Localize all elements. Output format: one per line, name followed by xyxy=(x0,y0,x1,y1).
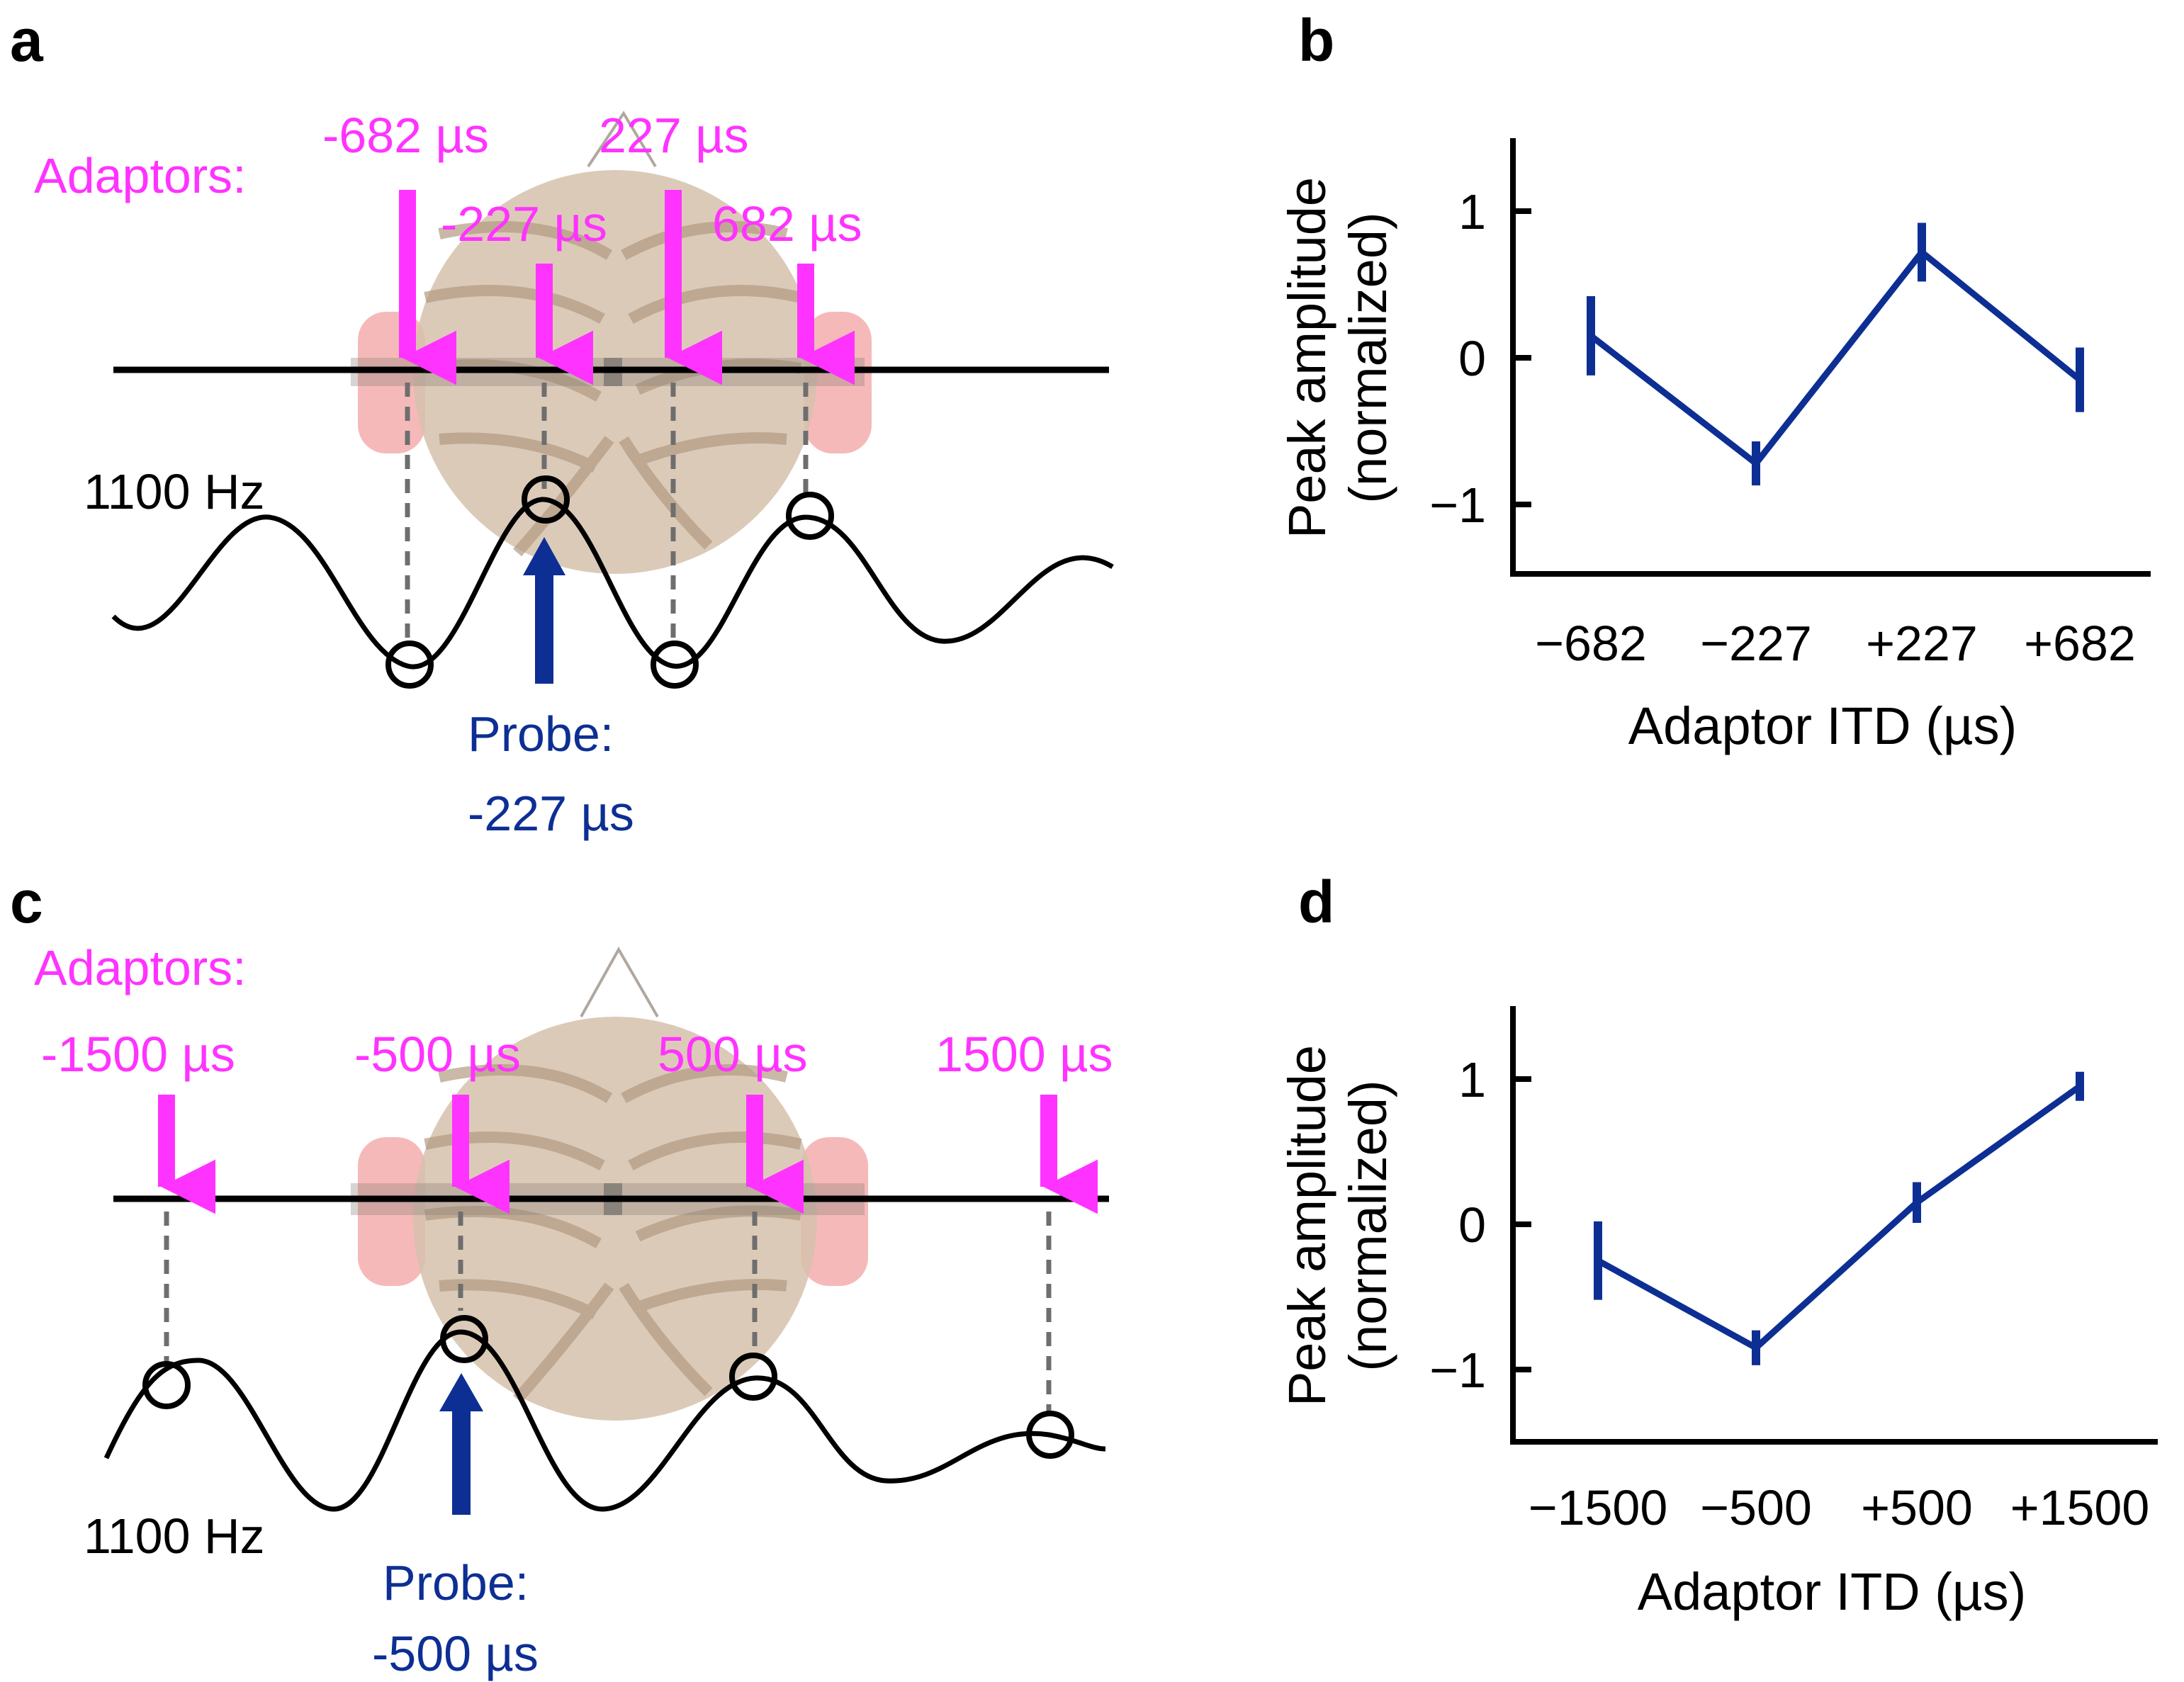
data-point xyxy=(1596,1258,1600,1263)
sample-circle xyxy=(786,492,834,540)
y-axis-label-line-1: Peak amplitude xyxy=(1278,177,1336,538)
x-tick-label: −1500 xyxy=(1529,1480,1668,1535)
y-axis-label: Peak amplitude (normalized) xyxy=(1278,177,1397,538)
sample-circle xyxy=(440,1315,488,1363)
y-ticks: 1 0 −1 xyxy=(1429,184,1531,533)
adaptor-arrows-c xyxy=(158,1095,1098,1214)
sample-circle xyxy=(1026,1411,1074,1459)
panel-a: a xyxy=(10,7,1114,841)
x-tick-label: +500 xyxy=(1861,1480,1973,1535)
y-axis-label-line-1: Peak amplitude xyxy=(1278,1045,1336,1406)
y-tick-label: 1 xyxy=(1458,1052,1486,1107)
data-point xyxy=(2078,378,2082,383)
x-axis-label: Adaptor ITD (µs) xyxy=(1628,696,2017,755)
probe-arrow-shaft-icon xyxy=(535,574,553,684)
x-ticks: −682 −227 +227 +682 xyxy=(1535,616,2136,671)
x-axis-label: Adaptor ITD (µs) xyxy=(1638,1562,2026,1621)
frequency-waveform-a xyxy=(111,497,1114,670)
x-tick-label: −682 xyxy=(1535,616,1647,671)
dashed-guides-a xyxy=(405,383,809,645)
head-illustration-c xyxy=(351,946,868,1421)
probe-arrow-shaft-icon xyxy=(452,1410,471,1515)
sample-circle xyxy=(142,1361,191,1409)
sample-circle xyxy=(522,475,570,524)
data-point xyxy=(1754,1345,1758,1350)
chart-b: 1 0 −1 −682 −227 +227 +682 Adaptor ITD (µs) P… xyxy=(1278,138,2151,755)
y-tick-label: 0 xyxy=(1458,1197,1486,1253)
probe-arrow-head-icon xyxy=(523,537,565,575)
x-tick-label: +682 xyxy=(2024,616,2136,671)
adaptor-label: -227 µs xyxy=(441,196,607,252)
left-ear-icon xyxy=(358,1137,425,1286)
x-tick-label: −227 xyxy=(1700,616,1812,671)
y-tick-label: −1 xyxy=(1429,478,1486,533)
panel-b: b 1 0 −1 −682 −227 +227 +682 Adaptor ITD (µs)… xyxy=(1278,7,2151,755)
adaptor-label: 1500 µs xyxy=(935,1027,1113,1082)
y-ticks: 1 0 −1 xyxy=(1429,1052,1531,1398)
series-group xyxy=(1594,1071,2084,1365)
right-ear-icon xyxy=(801,1137,868,1286)
x-ticks: −1500 −500 +500 +1500 xyxy=(1529,1480,2150,1535)
sample-circles-a xyxy=(385,475,834,689)
frequency-label-a: 1100 Hz xyxy=(84,464,265,519)
data-point xyxy=(1915,1200,1919,1205)
panel-letter-d: d xyxy=(1298,869,1334,935)
adaptor-label: -682 µs xyxy=(322,108,489,163)
dashed-guides-c xyxy=(164,1212,1052,1413)
x-tick-label: −500 xyxy=(1700,1480,1812,1535)
chart-d: 1 0 −1 −1500 −500 +500 +1500 Adaptor ITD (µs)… xyxy=(1278,1006,2158,1621)
y-tick-label: 1 xyxy=(1458,184,1486,239)
head-icon xyxy=(413,1017,817,1421)
x-tick-label: +1500 xyxy=(2010,1480,2150,1535)
series-group xyxy=(1587,222,2084,486)
data-point xyxy=(1920,249,1924,254)
adaptor-label: -1500 µs xyxy=(41,1027,235,1082)
y-tick-label: −1 xyxy=(1429,1343,1486,1398)
probe-value-a: -227 µs xyxy=(468,786,634,841)
y-tick-label: 0 xyxy=(1458,331,1486,386)
nose-icon xyxy=(587,111,657,168)
adaptor-label: 682 µs xyxy=(712,196,862,252)
adaptor-label: 227 µs xyxy=(599,108,749,163)
data-point xyxy=(1589,333,1593,338)
probe-label-a: Probe: xyxy=(468,706,614,762)
frequency-label-c: 1100 Hz xyxy=(84,1508,265,1564)
y-axis-label-line-2: (normalized) xyxy=(1339,1080,1397,1371)
data-point xyxy=(2078,1084,2082,1089)
x-tick-label: +227 xyxy=(1866,616,1978,671)
probe-label-c: Probe: xyxy=(383,1555,529,1610)
sample-circle xyxy=(651,640,699,689)
sample-circle xyxy=(729,1353,777,1401)
nose-icon xyxy=(580,946,659,1018)
probe-arrow-head-icon xyxy=(439,1373,483,1411)
panel-letter-b: b xyxy=(1298,7,1334,74)
sample-circles-c xyxy=(142,1315,1074,1459)
y-axis-label-line-2: (normalized) xyxy=(1339,212,1397,503)
adaptor-label: -500 µs xyxy=(354,1027,521,1082)
panel-c: c xyxy=(10,869,1113,1681)
adaptors-label-c: Adaptors: xyxy=(34,940,247,995)
probe-value-c: -500 µs xyxy=(372,1626,539,1681)
probe-arrow-c xyxy=(439,1373,483,1515)
panel-letter-c: c xyxy=(10,869,43,935)
panel-letter-a: a xyxy=(10,7,44,74)
frequency-waveform-c xyxy=(103,1329,1106,1512)
panel-d: d 1 0 −1 −1500 −500 +500 +1500 Adaptor ITD (µ… xyxy=(1278,869,2158,1621)
data-point xyxy=(1754,461,1758,466)
series-line xyxy=(1596,1083,2082,1351)
sample-circle xyxy=(385,640,434,689)
y-axis-label: Peak amplitude (normalized) xyxy=(1278,1045,1397,1406)
series-line xyxy=(1589,249,2082,467)
adaptors-label-a: Adaptors: xyxy=(34,148,247,203)
adaptor-arrows-a xyxy=(399,190,855,385)
adaptor-label: 500 µs xyxy=(658,1027,808,1082)
probe-arrow-a xyxy=(523,537,565,684)
